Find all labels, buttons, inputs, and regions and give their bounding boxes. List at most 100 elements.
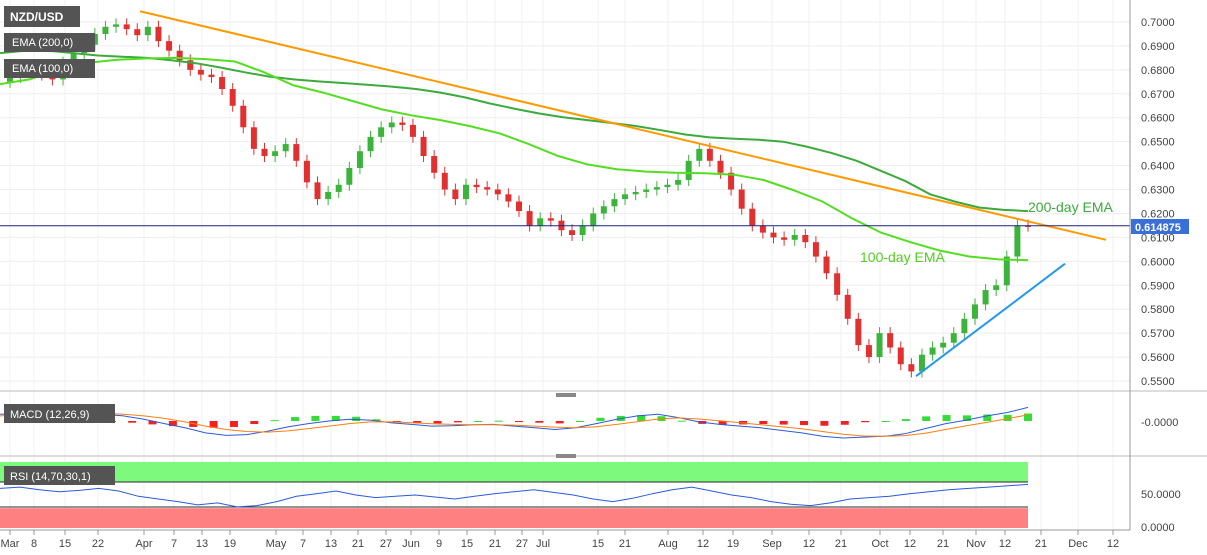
rsi-tick-0: 0.0000 xyxy=(1141,522,1175,534)
candle-body xyxy=(197,69,204,75)
date-tick-label: 21 xyxy=(352,538,364,550)
candle-body xyxy=(409,124,416,137)
candle-body xyxy=(728,172,735,190)
price-tick-label: 0.5700 xyxy=(1141,328,1175,340)
macd-hist-bar xyxy=(881,421,890,422)
date-tick-label: 9 xyxy=(436,538,442,550)
candle-body xyxy=(706,148,713,161)
candle-body xyxy=(622,194,629,200)
date-tick-label: 27 xyxy=(516,538,528,550)
candle-body xyxy=(569,230,576,236)
price-axis: 0.7000 0.6900 0.6800 0.6700 0.6600 0.6500 0.64… xyxy=(1141,17,1175,388)
candle-body xyxy=(155,26,162,42)
macd-hist-bar xyxy=(311,415,320,421)
candle-body xyxy=(441,172,448,190)
price-panel xyxy=(0,10,1130,378)
candle-body xyxy=(876,333,883,358)
macd-hist-bar xyxy=(148,421,157,425)
date-tick-label: Mar xyxy=(1,538,20,550)
candle-body xyxy=(526,211,533,226)
date-tick-label: 21 xyxy=(835,538,847,550)
price-tick-label: 0.5800 xyxy=(1141,304,1175,316)
macd-hist-bar xyxy=(474,421,483,422)
date-tick-label: 19 xyxy=(727,538,739,550)
rsi-title: RSI (14,70,30,1) xyxy=(10,471,91,483)
macd-hist-bar xyxy=(270,420,279,422)
macd-hist-bar xyxy=(576,421,585,422)
date-tick-label: Dec xyxy=(1068,538,1088,550)
candle-body xyxy=(781,237,788,240)
candle-body xyxy=(261,148,268,157)
candle-body xyxy=(378,127,385,137)
candle-body xyxy=(940,342,947,348)
price-tick-label: 0.6000 xyxy=(1141,256,1175,268)
candle-body xyxy=(505,194,512,202)
price-tick-label: 0.5500 xyxy=(1141,376,1175,388)
macd-hist-bar xyxy=(535,421,544,423)
date-tick-label: 21 xyxy=(937,538,949,550)
resistance-trendline xyxy=(139,10,1107,241)
candle-body xyxy=(102,26,109,34)
rsi-badge xyxy=(4,466,115,485)
candle-body xyxy=(579,225,586,236)
date-tick-label: 8 xyxy=(31,538,37,550)
price-tick-label: 0.6800 xyxy=(1141,65,1175,77)
price-tick-label: 0.6300 xyxy=(1141,185,1175,197)
candle-body xyxy=(229,89,236,106)
macd-hist-bar xyxy=(637,415,646,421)
chart-title: NZD/USD xyxy=(10,10,64,24)
date-tick-label: 7 xyxy=(300,538,306,550)
candle-body xyxy=(325,191,332,200)
candle-body xyxy=(696,148,703,161)
macd-hist-bar xyxy=(840,421,849,425)
candle-body xyxy=(770,232,777,238)
price-tick-label: 0.7000 xyxy=(1141,17,1175,29)
candle-body xyxy=(399,122,406,125)
candle-body xyxy=(791,235,798,240)
macd-hist-bar xyxy=(229,421,238,427)
date-tick-label: 12 xyxy=(904,538,916,550)
macd-hist-bar xyxy=(291,417,300,421)
date-tick-label: 12 xyxy=(999,538,1011,550)
date-axis: Mar 8 15 22 Apr 7 13 19 May 7 13 21 27 Jun 9 15 21 27 Jul 1… xyxy=(1,530,1119,550)
candle-body xyxy=(1014,225,1021,257)
ema200-legend-label: EMA (200,0) xyxy=(12,37,73,49)
candle-body xyxy=(929,347,936,355)
candle-body xyxy=(346,167,353,185)
price-tick-label: 0.6700 xyxy=(1141,89,1175,101)
date-tick-label: 15 xyxy=(592,538,604,550)
macd-hist-bar xyxy=(983,414,992,421)
ema100-annotation: 100-day EMA xyxy=(860,249,945,265)
candle-body xyxy=(484,187,491,190)
rsi-resize-handle[interactable] xyxy=(556,454,576,458)
last-price-tag xyxy=(1131,219,1189,234)
date-tick-label: 7 xyxy=(171,538,177,550)
candle-body xyxy=(144,26,151,36)
price-tick-label: 0.6200 xyxy=(1141,208,1175,220)
candle-body xyxy=(653,187,660,190)
candle-body xyxy=(812,242,819,257)
macd-histogram xyxy=(6,413,1032,428)
macd-hist-bar xyxy=(677,420,686,422)
support-trendline xyxy=(915,262,1066,378)
grid-lines xyxy=(0,0,1130,530)
macd-hist-bar xyxy=(922,416,931,421)
date-tick-label: Aug xyxy=(658,538,678,550)
candle-body xyxy=(134,29,141,36)
candle-body xyxy=(473,184,480,188)
ema100-legend-label: EMA (100,0) xyxy=(12,63,73,75)
date-tick-label: 27 xyxy=(380,538,392,550)
candle-body xyxy=(749,208,756,226)
price-tick-label: 0.6600 xyxy=(1141,113,1175,125)
candle-body xyxy=(632,191,639,195)
macd-resize-handle[interactable] xyxy=(556,393,576,397)
date-tick-label: Jul xyxy=(536,538,550,550)
legend: NZD/USD EMA (200,0) EMA (100,0) xyxy=(4,6,95,78)
candle-body xyxy=(887,333,894,348)
candle-body xyxy=(971,304,978,319)
macd-hist-bar xyxy=(168,421,177,427)
candle-body xyxy=(208,74,215,78)
date-tick-label: 15 xyxy=(59,538,71,550)
candle-body xyxy=(675,179,682,185)
